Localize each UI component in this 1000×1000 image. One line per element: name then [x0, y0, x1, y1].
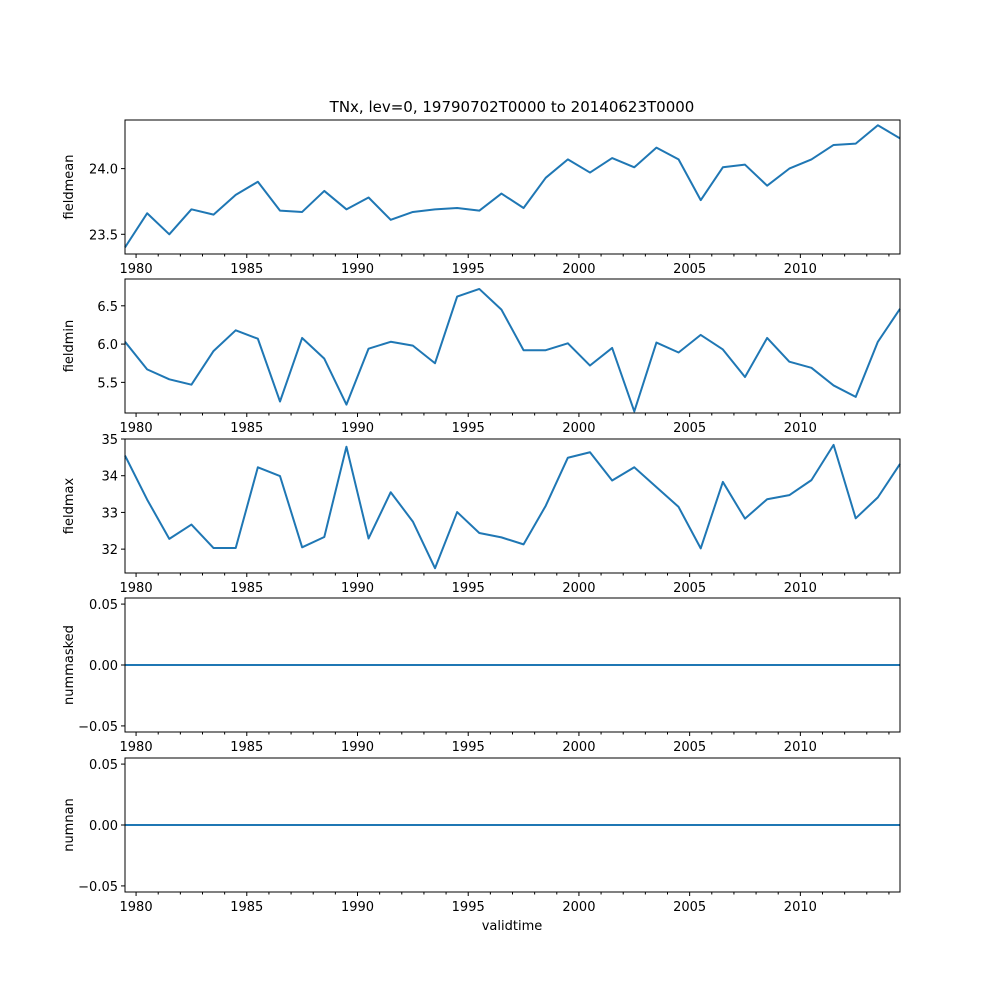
fieldmin-x-tick-label: 1980 [120, 421, 153, 436]
fieldmax-axes-frame [124, 438, 901, 574]
fieldmax-y-tick-label: 33 [101, 506, 118, 521]
fieldmin-x-tick-label: 1990 [341, 421, 374, 436]
fieldmax-x-tick-label: 1980 [120, 581, 153, 596]
x-axis-label: validtime [482, 919, 543, 934]
fieldmax-series-line [124, 443, 901, 570]
fieldmean-x-tick-label: 1995 [452, 262, 485, 277]
numnan-x-tick-label: 2000 [562, 900, 595, 915]
fieldmin-y-tick-label: 5.5 [97, 376, 118, 391]
fieldmean-x-tick-label: 2000 [562, 262, 595, 277]
fieldmin-axes-frame [124, 278, 901, 414]
fieldmax-y-axis-label: fieldmax [62, 478, 77, 535]
fieldmin-x-tick-label: 2005 [673, 421, 706, 436]
fieldmin-y-axis-label: fieldmin [62, 320, 77, 373]
fieldmean-y-tick-label: 23.5 [89, 228, 118, 243]
nummasked-y-tick-label: 0.00 [89, 659, 118, 674]
numnan-y-tick-label: 0.05 [89, 758, 118, 773]
fieldmin-y-tick-label: 6.5 [97, 300, 118, 315]
numnan-y-tick-label: 0.00 [89, 819, 118, 834]
fieldmax-x-tick-label: 1995 [452, 581, 485, 596]
fieldmin-x-tick-label: 2010 [784, 421, 817, 436]
fieldmean-series-line [124, 124, 901, 248]
fieldmean-y-axis-label: fieldmean [62, 155, 77, 220]
numnan-x-tick-label: 2005 [673, 900, 706, 915]
fieldmean-x-tick-label: 1985 [230, 262, 263, 277]
nummasked-y-tick-label: 0.05 [89, 598, 118, 613]
nummasked-x-tick-label: 1985 [230, 740, 263, 755]
fieldmax-x-tick-label: 2010 [784, 581, 817, 596]
nummasked-x-tick-label: 2000 [562, 740, 595, 755]
nummasked-x-tick-label: 1995 [452, 740, 485, 755]
fieldmax-x-tick-label: 2000 [562, 581, 595, 596]
fieldmax-y-tick-label: 34 [101, 470, 118, 485]
numnan-y-tick-label: −0.05 [78, 880, 118, 895]
panel-numnan: −0.05 0.00 0.05 numnan 1980 1985 1990 1995 2000 2… [62, 757, 901, 915]
panels: 23.5 24.0 fieldmean 1980 1985 1990 1995 2000 200… [62, 119, 901, 915]
fieldmean-x-tick-label: 2010 [784, 262, 817, 277]
fieldmin-x-tick-label: 1995 [452, 421, 485, 436]
fieldmax-x-tick-label: 1990 [341, 581, 374, 596]
fieldmax-x-tick-label: 2005 [673, 581, 706, 596]
panel-fieldmax: 32 33 34 35 fieldmax 1980 1985 1990 1995 2000 2005… [62, 433, 901, 596]
fieldmean-x-tick-label: 2005 [673, 262, 706, 277]
fieldmin-series-line [124, 287, 901, 413]
fieldmean-x-tick-label: 1980 [120, 262, 153, 277]
fieldmean-y-tick-label: 24.0 [89, 163, 118, 178]
fieldmean-x-tick-label: 1990 [341, 262, 374, 277]
nummasked-x-tick-label: 1990 [341, 740, 374, 755]
fieldmin-x-tick-label: 1985 [230, 421, 263, 436]
panel-nummasked: −0.05 0.00 0.05 nummasked 1980 1985 1990 1995 20… [62, 597, 901, 755]
nummasked-x-tick-label: 2005 [673, 740, 706, 755]
fieldmean-axes-frame [124, 119, 901, 255]
nummasked-y-axis-label: nummasked [62, 625, 77, 705]
numnan-x-tick-label: 1985 [230, 900, 263, 915]
fieldmax-y-tick-label: 35 [101, 433, 118, 448]
numnan-x-tick-label: 1990 [341, 900, 374, 915]
panel-fieldmean: 23.5 24.0 fieldmean 1980 1985 1990 1995 2000 200… [62, 119, 901, 277]
chart-title: TNx, lev=0, 19790702T0000 to 20140623T00… [329, 98, 695, 116]
panel-fieldmin: 5.5 6.0 6.5 fieldmin 1980 1985 1990 1995 2000 200… [62, 278, 901, 436]
fieldmin-x-tick-label: 2000 [562, 421, 595, 436]
numnan-x-tick-label: 1980 [120, 900, 153, 915]
fieldmax-x-tick-label: 1985 [230, 581, 263, 596]
fieldmin-y-tick-label: 6.0 [97, 338, 118, 353]
numnan-y-axis-label: numnan [62, 798, 77, 852]
nummasked-y-tick-label: −0.05 [78, 720, 118, 735]
numnan-x-tick-label: 1995 [452, 900, 485, 915]
nummasked-x-tick-label: 2010 [784, 740, 817, 755]
nummasked-x-tick-label: 1980 [120, 740, 153, 755]
numnan-x-tick-label: 2010 [784, 900, 817, 915]
fieldmax-y-tick-label: 32 [101, 543, 118, 558]
